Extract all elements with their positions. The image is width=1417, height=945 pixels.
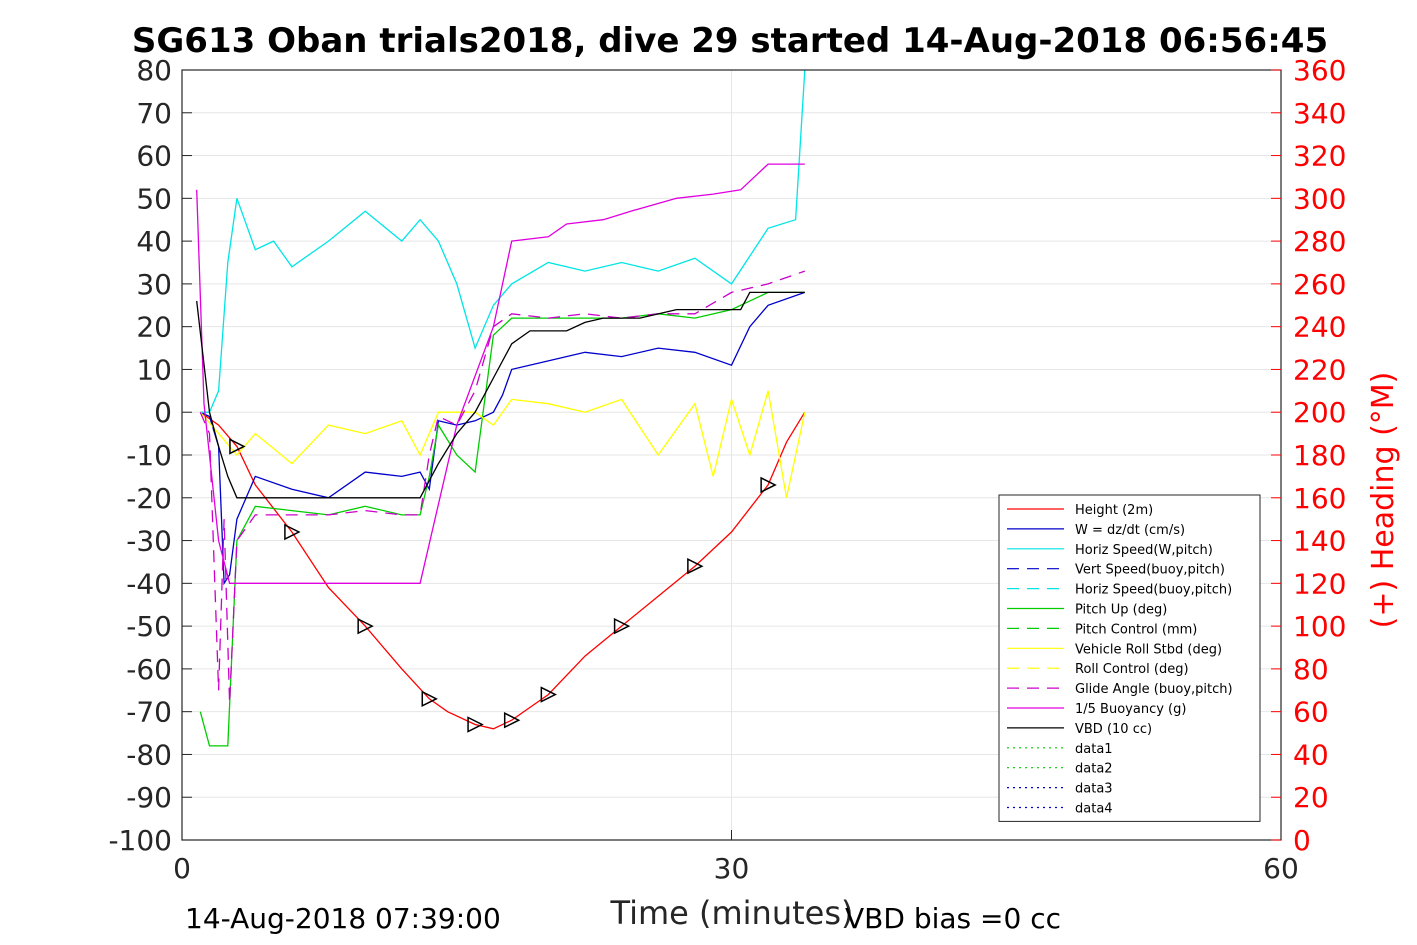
series-line: [196, 163, 805, 584]
legend-label: Height (2m): [1075, 503, 1153, 518]
height-marker: [613, 617, 631, 635]
right-y-tick-labels: 3603403203002802602402202001801601401201…: [1293, 54, 1346, 857]
series-line: [196, 291, 805, 499]
y2-tick-label: 160: [1293, 482, 1346, 515]
y-tick-label: -40: [126, 567, 172, 600]
footer-vbd-bias: VBD bias =0 cc: [845, 902, 1061, 935]
height-marker: [760, 476, 777, 494]
legend-label: data4: [1075, 802, 1113, 817]
legend-label: Roll Control (deg): [1075, 662, 1189, 677]
y2-tick-label: 320: [1293, 140, 1346, 173]
series-layer: [196, 69, 806, 747]
height-marker: [421, 690, 438, 708]
legend-box: [998, 494, 1261, 822]
x-tick-labels: 0 30 60: [173, 852, 1299, 885]
y-tick-label: 0: [154, 396, 172, 429]
y-tick-label: -20: [126, 482, 172, 515]
y-tick-label: 50: [136, 182, 172, 215]
y2-tick-label: 80: [1293, 653, 1329, 686]
legend-label: Glide Angle (buoy,pitch): [1075, 682, 1233, 697]
series-line: [199, 270, 806, 704]
legend-label: Pitch Control (mm): [1075, 622, 1197, 637]
left-y-tick-labels: 80 70 60 50 40 30 20 10 0 -10 -20 -30 -40 -50 -60 -70 -8…: [108, 54, 172, 857]
legend-label: data2: [1075, 762, 1113, 777]
series-line: [199, 390, 806, 498]
y2-tick-label: 0: [1293, 824, 1311, 857]
y2-tick-label: 20: [1293, 781, 1329, 814]
y-tick-label: -100: [108, 824, 172, 857]
y-tick-label: -90: [126, 781, 172, 814]
x-tick-label: 60: [1263, 852, 1299, 885]
y-tick-label: 20: [136, 311, 172, 344]
y-tick-label: -50: [126, 610, 172, 643]
y-tick-label: 10: [136, 353, 172, 386]
series-line: [200, 69, 806, 413]
y2-tick-label: 120: [1293, 567, 1346, 600]
y2-tick-label: 260: [1293, 268, 1346, 301]
y2-tick-label: 280: [1293, 225, 1346, 258]
y2-tick-label: 180: [1293, 439, 1346, 472]
height-marker: [284, 523, 301, 541]
x-tick-label: 0: [173, 852, 191, 885]
y2-tick-label: 300: [1293, 182, 1346, 215]
y-tick-label: 70: [136, 97, 172, 130]
footer-timestamp: 14-Aug-2018 07:39:00: [185, 902, 501, 935]
y2-tick-label: 200: [1293, 396, 1346, 429]
series-line: [200, 291, 806, 586]
y2-tick-label: 140: [1293, 525, 1346, 558]
height-marker: [540, 686, 558, 703]
legend-label: data1: [1075, 742, 1113, 757]
legend-label: Horiz Speed(W,pitch): [1075, 543, 1213, 558]
y-tick-label: -80: [126, 738, 172, 771]
y-tick-label: -60: [126, 653, 172, 686]
y-tick-label: 80: [136, 54, 172, 87]
series-line: [199, 411, 806, 730]
y-tick-label: 30: [136, 268, 172, 301]
height-marker: [229, 438, 246, 455]
legend-label: Horiz Speed(buoy,pitch): [1075, 583, 1232, 598]
y2-tick-label: 240: [1293, 311, 1346, 344]
chart-title: SG613 Oban trials2018, dive 29 started 1…: [132, 21, 1328, 61]
height-marker: [687, 558, 704, 575]
legend-label: VBD (10 cc): [1075, 722, 1152, 737]
y-tick-label: 60: [136, 140, 172, 173]
height-marker: [357, 617, 374, 635]
legend-label: data3: [1075, 782, 1113, 797]
y2-tick-label: 60: [1293, 696, 1329, 729]
x-axis-label: Time (minutes): [610, 894, 854, 932]
height-marker: [503, 712, 521, 729]
y2-tick-label: 100: [1293, 610, 1346, 643]
y-tick-label: -70: [126, 696, 172, 729]
legend-label: W = dz/dt (cm/s): [1075, 523, 1185, 538]
height-marker: [467, 716, 484, 733]
x-tick-label: 30: [714, 852, 750, 885]
right-y-axis-label: (+) Heading (°M): [1366, 372, 1401, 629]
legend-label: 1/5 Buoyancy (g): [1075, 702, 1186, 717]
legend-label: Vert Speed(buoy,pitch): [1075, 563, 1225, 578]
y2-tick-label: 220: [1293, 353, 1346, 386]
y-tick-label: -30: [126, 525, 172, 558]
axes: [181, 69, 1282, 841]
legend-label: Pitch Up (deg): [1075, 603, 1167, 618]
legend: Height (2m) W = dz/dt (cm/s) Horiz Speed(W…: [998, 494, 1261, 822]
y2-tick-label: 360: [1293, 54, 1346, 87]
y2-tick-label: 40: [1293, 738, 1329, 771]
y-tick-label: 40: [136, 225, 172, 258]
y2-tick-label: 340: [1293, 97, 1346, 130]
legend-label: Vehicle Roll Stbd (deg): [1075, 642, 1222, 657]
y-tick-label: -10: [126, 439, 172, 472]
